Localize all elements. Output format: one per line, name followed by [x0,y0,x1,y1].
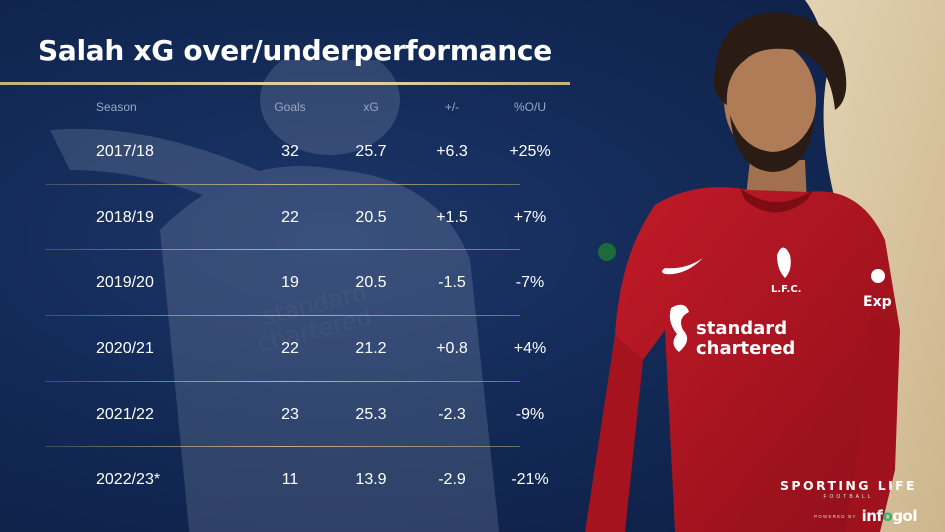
infogol-part: o [882,507,893,525]
header-goals: Goals [274,100,306,114]
infogol-logo: infogol [861,507,918,525]
pct-cell: -21% [511,471,549,489]
nike-swoosh-icon [662,258,703,275]
diff-cell: -2.3 [438,405,466,423]
table-row: 2020/21 22 21.2 +0.8 +4% [0,316,546,382]
brand-subtitle: FOOTBALL [823,494,874,500]
stats-table: Season Goals xG +/- %O/U 2017/18 32 25.7… [0,95,551,513]
pct-cell: -9% [515,405,545,423]
table-row: 2017/18 32 25.7 +6.3 +25% [0,119,551,185]
pct-cell: -7% [515,274,545,292]
player-head [724,42,816,158]
xg-cell: 21.2 [355,339,387,357]
pct-cell: +7% [513,208,547,226]
player-hair [713,12,847,110]
sleeve-sponsor: Exp [863,294,892,310]
infogol-part: o [902,507,913,525]
goals-cell: 22 [281,208,299,226]
shirt-sponsor-line1: standard [696,318,787,339]
goals-cell: 32 [281,142,299,160]
standard-chartered-logo-icon [669,304,689,352]
diff-cell: +0.8 [436,339,468,357]
goals-cell: 23 [281,405,299,423]
season-cell: 2018/19 [96,208,154,226]
brand-name: SPORTING LIFE [780,478,917,493]
diff-cell: +6.3 [436,142,468,160]
pct-cell: +4% [513,339,547,357]
shirt-sponsor-line2: chartered [696,338,795,359]
diff-cell: -1.5 [438,274,466,292]
table-row: 2021/22 23 25.3 -2.3 -9% [0,382,544,448]
header-diff: +/- [444,100,460,114]
player-photo: L.F.C. standard chartered Exp [585,0,945,532]
page-title: Salah xG over/underperformance [38,34,552,67]
xg-cell: 13.9 [355,471,387,489]
season-cell: 2020/21 [96,339,154,357]
infogol-part: inf [861,507,883,525]
table-row: 2018/19 22 20.5 +1.5 +7% [0,185,546,251]
diff-cell: +1.5 [436,208,468,226]
xg-cell: 20.5 [355,274,387,292]
season-cell: 2019/20 [96,274,154,292]
header-season: Season [96,100,137,114]
diff-cell: -2.9 [438,471,466,489]
sporting-life-branding: SPORTING LIFE FOOTBALL POWERED BY infogo… [780,478,917,525]
table-row: 2019/20 19 20.5 -1.5 -7% [0,250,544,316]
table-header: Season Goals xG +/- %O/U [0,95,546,119]
sleeve-badge-icon [598,243,616,261]
powered-by-label: POWERED BY [814,513,857,519]
season-cell: 2022/23* [96,471,161,489]
powered-by-row: POWERED BY infogol [780,507,917,525]
infogol-part: g [892,507,903,525]
header-xg: xG [363,100,379,114]
header-pct: %O/U [513,100,547,114]
goals-cell: 11 [281,471,299,489]
goals-cell: 22 [281,339,299,357]
goals-cell: 19 [281,274,299,292]
infogol-part: l [912,507,917,525]
liverpool-shirt [615,187,900,532]
pct-cell: +25% [509,142,551,160]
liverpool-crest-icon [777,247,791,278]
season-cell: 2021/22 [96,405,154,423]
crest-text: L.F.C. [771,284,801,295]
table-row: 2022/23* 11 13.9 -2.9 -21% [0,447,549,513]
title-underline [0,82,570,85]
season-cell: 2017/18 [96,142,154,160]
xg-cell: 25.3 [355,405,387,423]
xg-cell: 25.7 [355,142,387,160]
xg-cell: 20.5 [355,208,387,226]
